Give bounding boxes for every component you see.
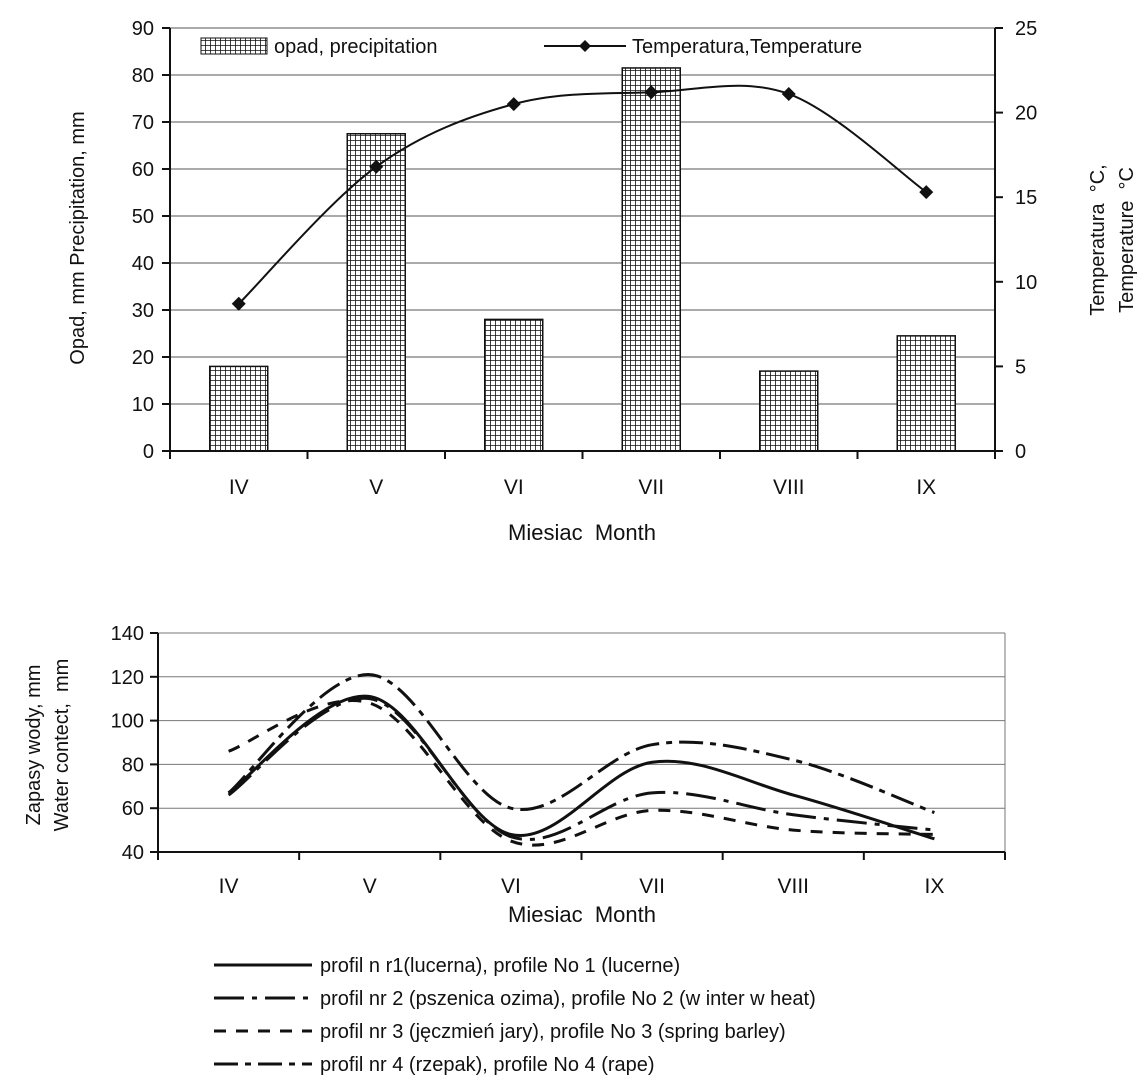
top-legend: opad, precipitation Temperatura,Temperat… — [200, 36, 862, 58]
bottom-x-tick-label: VIII — [777, 875, 809, 898]
temperature-point-VI — [506, 97, 521, 112]
bottom-x-tick-label: VI — [501, 875, 521, 898]
top-x-tick-label: IV — [229, 476, 249, 499]
top-y-tick-label: 60 — [132, 159, 154, 181]
top-y-tick-label: 90 — [132, 18, 154, 40]
bottom-y-tick-label: 80 — [122, 754, 144, 776]
bottom-y-tick-label: 100 — [111, 711, 144, 733]
top-x-tick-label: VII — [638, 476, 664, 499]
legend-label-2: profil nr 2 (pszenica ozima), profile No… — [320, 988, 816, 1010]
legend-temp-marker — [579, 40, 591, 52]
temperature-point-V — [369, 159, 384, 174]
water-series-line-3 — [228, 699, 935, 847]
precip-bar-IX — [896, 335, 956, 452]
top-y-tick-label: 10 — [132, 394, 154, 416]
bottom-y-tick-label: 120 — [111, 667, 144, 689]
bottom-x-tick-label: IX — [924, 875, 944, 898]
bottom-y-axis-label-line1: Zapasy wody, mm — [23, 665, 45, 826]
top-axes — [162, 27, 1003, 459]
top-y-axis-label: Opad, mm Precipitation, mm — [67, 111, 89, 364]
top-x-axis-label: Miesiac Month — [508, 520, 656, 545]
bottom-y-axis-label-line2: Water contect, mm — [51, 659, 73, 832]
bottom-x-tick-label: IV — [219, 875, 239, 898]
temperature-line — [231, 84, 934, 311]
top-x-tick-label: VIII — [773, 476, 805, 499]
top-y2-tick-label: 10 — [1015, 272, 1037, 294]
top-y2-tick-label: 0 — [1015, 441, 1026, 463]
precipitation-bars — [209, 67, 956, 452]
top-tick-labels: 0 10 20 30 40 50 60 70 80 90 0 5 10 15 20 25 IV V VI VII VII… — [132, 18, 1038, 499]
bottom-gridlines — [158, 632, 1006, 852]
top-y2-tick-label: 15 — [1015, 187, 1037, 209]
top-y-tick-label: 0 — [143, 441, 154, 463]
bottom-legend: profil n r1(lucerna), profile No 1 (luce… — [214, 955, 816, 1076]
bottom-x-axis-label: Miesiac Month — [508, 902, 656, 927]
top-y-tick-label: 80 — [132, 65, 154, 87]
water-series-line-4 — [227, 673, 935, 814]
temperature-point-IV — [231, 296, 246, 311]
bottom-axes — [150, 632, 1006, 860]
top-y2-tick-label: 25 — [1015, 18, 1037, 40]
top-gridlines — [170, 27, 995, 405]
top-x-tick-label: V — [369, 476, 383, 499]
precip-temp-chart: 0 10 20 30 40 50 60 70 80 90 0 5 10 15 20 25 IV V VI VII VII… — [67, 18, 1138, 545]
precip-bar-IV — [209, 365, 269, 452]
bottom-y-tick-label: 60 — [122, 798, 144, 820]
legend-precip-swatch — [200, 37, 268, 55]
legend-label-4: profil nr 4 (rzepak), profile No 4 (rape… — [320, 1054, 655, 1076]
top-y-tick-label: 50 — [132, 206, 154, 228]
top-y-tick-label: 30 — [132, 300, 154, 322]
water-content-chart: 40 60 80 100 120 140 IV V VI VII VIII IX Miesiac Mo… — [23, 623, 1006, 1076]
top-y2-axis-label-line2: Temperature °C — [1116, 167, 1138, 313]
temperature-series-line — [238, 84, 927, 305]
top-y2-axis-label-line1: Temperatura °C, — [1087, 164, 1109, 315]
precip-bar-V — [346, 133, 406, 452]
legend-temp-label: Temperatura,Temperature — [632, 36, 862, 58]
top-x-tick-label: IX — [916, 476, 936, 499]
legend-precip-label: opad, precipitation — [274, 36, 437, 58]
legend-label-3: profil nr 3 (jęczmień jary), profile No … — [320, 1021, 786, 1043]
bottom-y-tick-label: 40 — [122, 842, 144, 864]
top-y2-tick-label: 5 — [1015, 356, 1026, 378]
temperature-point-IX — [919, 185, 934, 200]
bottom-tick-labels: 40 60 80 100 120 140 IV V VI VII VIII IX — [111, 623, 945, 898]
top-x-tick-label: VI — [504, 476, 524, 499]
bottom-y-tick-label: 140 — [111, 623, 144, 645]
water-content-lines — [227, 673, 935, 847]
temperature-point-VIII — [781, 86, 796, 101]
precip-bar-VI — [484, 318, 544, 452]
bottom-x-tick-label: V — [363, 875, 377, 898]
bottom-x-tick-label: VII — [639, 875, 665, 898]
precip-bar-VII — [621, 67, 681, 452]
top-y2-tick-label: 20 — [1015, 103, 1037, 125]
water-series-line-1 — [227, 694, 935, 841]
temperature-point-VII — [644, 85, 659, 100]
top-y-tick-label: 20 — [132, 347, 154, 369]
legend-label-1: profil n r1(lucerna), profile No 1 (luce… — [320, 955, 680, 977]
precip-bar-VIII — [759, 370, 819, 452]
top-y-tick-label: 40 — [132, 253, 154, 275]
water-series-line-2 — [227, 697, 935, 841]
top-y-tick-label: 70 — [132, 112, 154, 134]
